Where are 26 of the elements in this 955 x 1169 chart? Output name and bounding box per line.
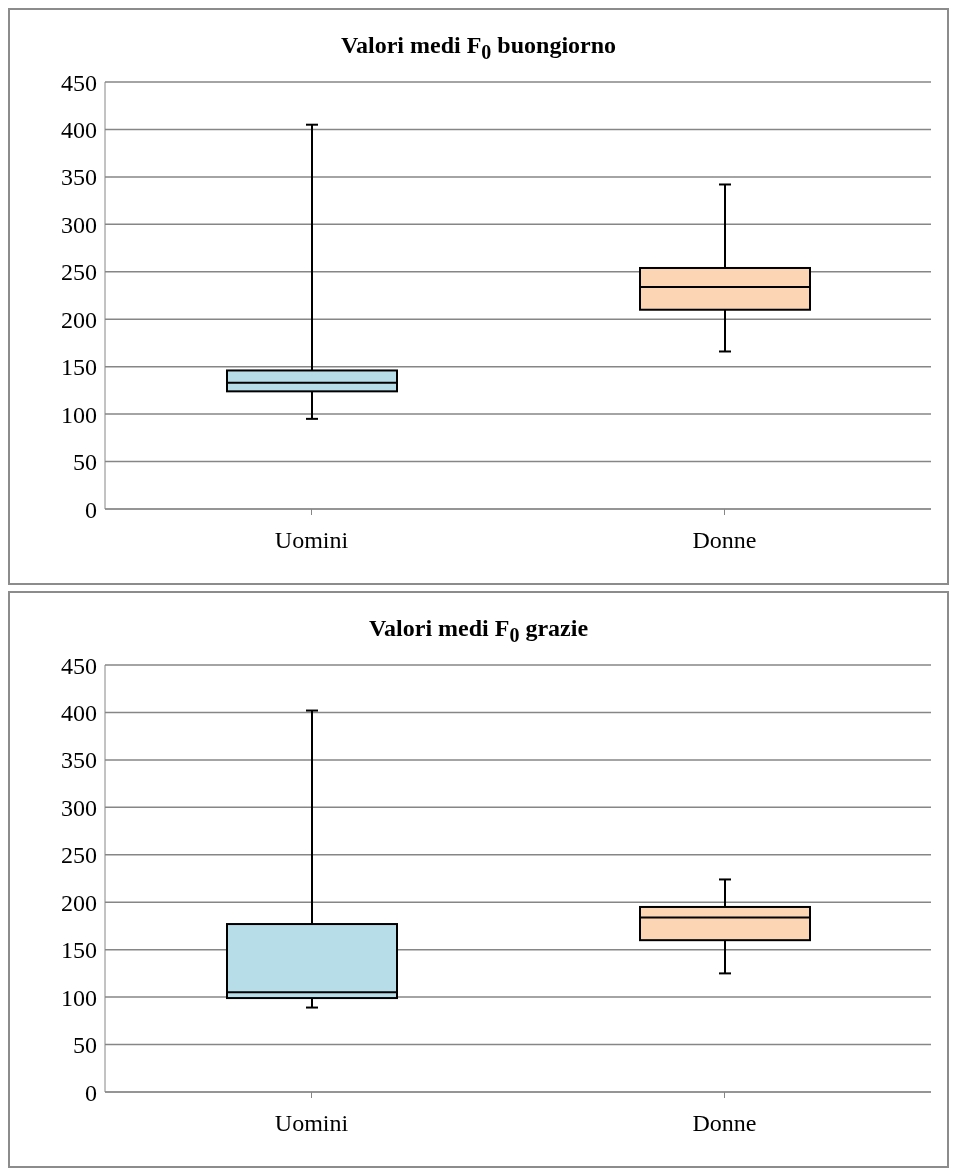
y-tick-label: 250 [61,259,97,286]
y-tick-label: 0 [85,496,97,523]
y-tick-label: 300 [61,794,97,821]
y-tick-label: 250 [61,842,97,869]
y-tick-label: 0 [85,1079,97,1106]
y-tick-label: 150 [61,937,97,964]
x-tick-label: Uomini [274,1110,349,1137]
y-tick-label: 50 [73,1032,97,1059]
chart-title: Valori medi F$_{0}$ grazie [368,615,589,646]
x-tick-label: Uomini [274,527,349,554]
x-tick-label: Donne [692,1110,757,1137]
y-tick-label: 150 [61,354,97,381]
y-tick-label: 400 [61,116,97,143]
y-tick-label: 100 [61,984,97,1011]
y-tick-label: 350 [61,164,97,191]
y-tick-label: 200 [61,889,97,916]
y-tick-label: 100 [61,401,97,428]
chart-title: Valori medi F$_{0}$ buongiorno [340,32,617,63]
y-tick-label: 400 [61,699,97,726]
x-tick-label: Donne [692,527,757,554]
y-tick-label: 50 [73,449,97,476]
y-tick-label: 200 [61,306,97,333]
y-tick-label: 350 [61,747,97,774]
y-tick-label: 450 [61,652,97,679]
y-tick-label: 300 [61,211,97,238]
y-tick-label: 450 [61,69,97,96]
